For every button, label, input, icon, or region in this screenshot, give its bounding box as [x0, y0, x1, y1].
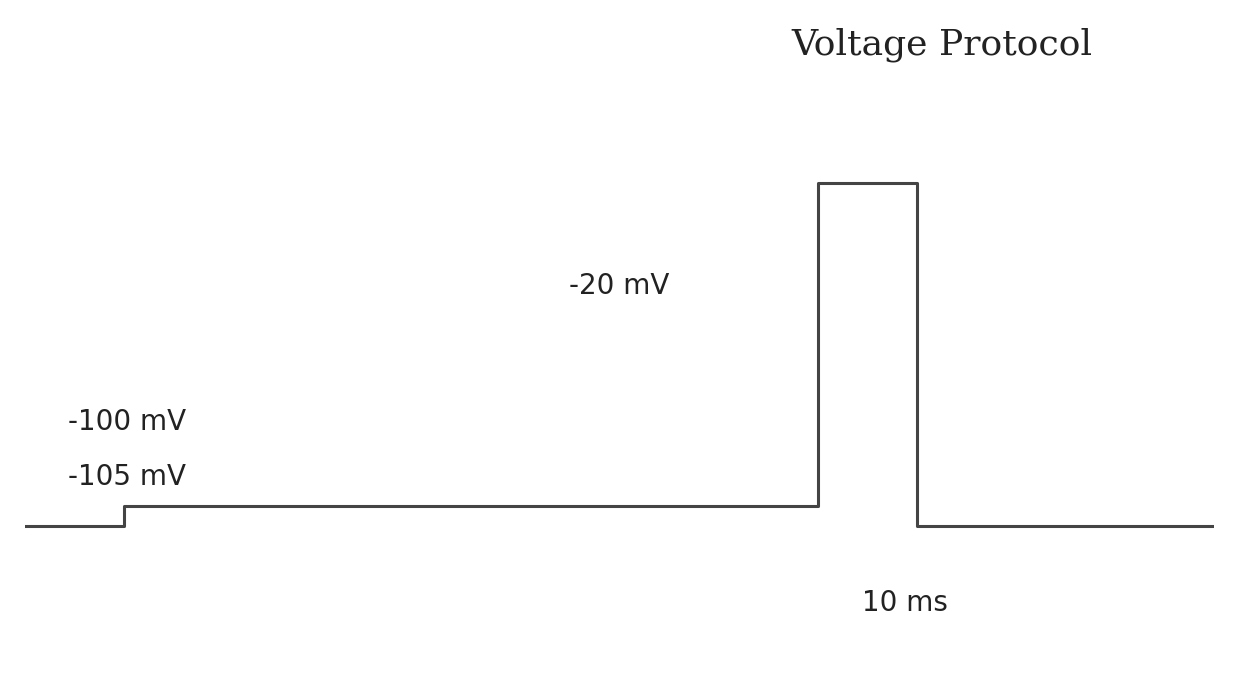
Text: 10 ms: 10 ms: [861, 588, 948, 617]
Text: -105 mV: -105 mV: [68, 462, 186, 491]
Text: -20 mV: -20 mV: [569, 272, 670, 300]
Text: Voltage Protocol: Voltage Protocol: [790, 27, 1093, 62]
Text: -100 mV: -100 mV: [68, 408, 186, 437]
